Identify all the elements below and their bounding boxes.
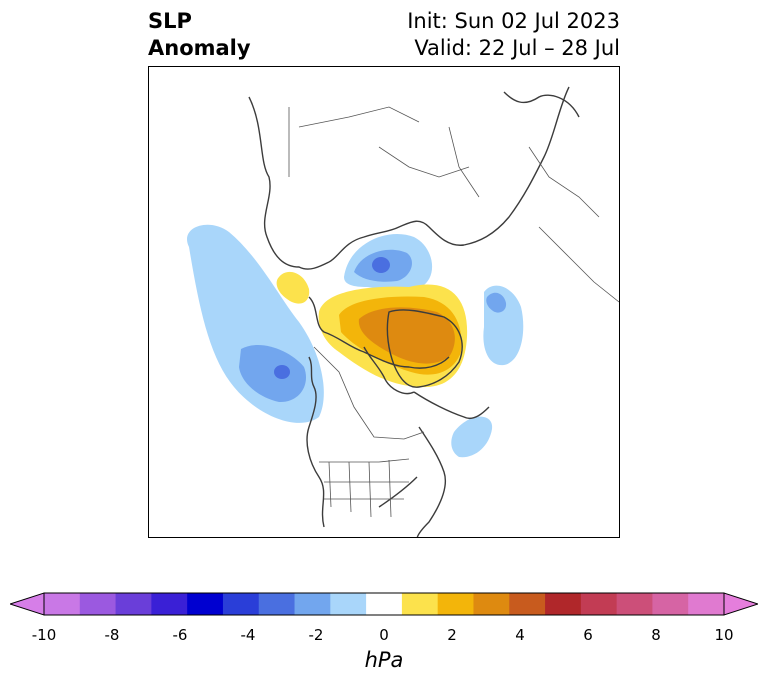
pacific-low-fill-mid (239, 345, 307, 403)
anomaly-fills (187, 224, 524, 458)
iceland-low-core (486, 292, 507, 313)
colorbar-tick-label: -6 (172, 626, 188, 644)
pacific-low-core (274, 365, 290, 379)
variable-title: SLP Anomaly (148, 8, 251, 62)
colorbar-right-extend (723, 592, 758, 616)
colorbar-bin (580, 593, 618, 615)
alaska-high-fill (276, 271, 310, 304)
map-panel (148, 66, 620, 538)
colorbar-bin (330, 593, 367, 615)
colorbar-tick-label: 0 (379, 626, 389, 644)
colorbar (10, 592, 758, 616)
variable-title-line2: Anomaly (148, 36, 251, 60)
colorbar-bin (187, 593, 224, 615)
colorbar-bin (79, 593, 117, 615)
colorbar-bin (473, 593, 510, 615)
colorbar-bin (115, 593, 152, 615)
coastlines (248, 86, 580, 537)
variable-title-line1: SLP (148, 9, 192, 33)
colorbar-bin (652, 593, 689, 615)
colorbar-bin (616, 593, 653, 615)
anomaly-map (187, 86, 619, 537)
valid-range: Valid: 22 Jul – 28 Jul (414, 36, 620, 60)
colorbar-tick-label: -2 (308, 626, 324, 644)
colorbar-bin (222, 593, 260, 615)
colorbar-tick-label: 6 (583, 626, 593, 644)
colorbar-bin (258, 593, 296, 615)
colorbar-bin (509, 593, 546, 615)
colorbar-tick-label: 10 (714, 626, 734, 644)
colorbar-bin (151, 593, 188, 615)
colorbar-tick-label: 4 (515, 626, 525, 644)
colorbar-tick-label: 8 (651, 626, 661, 644)
arctic-low-core (372, 257, 390, 273)
colorbar-bin (545, 593, 582, 615)
colorbar-tick-label: 2 (447, 626, 457, 644)
colorbar-bin (401, 593, 439, 615)
colorbar-outline (43, 592, 725, 616)
colorbar-left-extend (10, 592, 45, 616)
atlantic-low-fill (451, 416, 493, 458)
colorbar-bin (44, 593, 81, 615)
colorbar-bin (688, 593, 725, 615)
greenland-high-fill-3 (358, 307, 455, 364)
init-date: Init: Sun 02 Jul 2023 (407, 9, 620, 33)
colorbar-units: hPa (364, 648, 404, 672)
colorbar-tick-label: -4 (240, 626, 256, 644)
borders (288, 106, 619, 518)
colorbar-bin (294, 593, 331, 615)
date-title: Init: Sun 02 Jul 2023 Valid: 22 Jul – 28… (407, 8, 620, 62)
colorbar-tick-label: -8 (104, 626, 120, 644)
colorbar-tick-label: -10 (31, 626, 57, 644)
colorbar-bin (366, 593, 403, 615)
pacific-low-fill-light (187, 224, 324, 423)
colorbar-bin (437, 593, 474, 615)
